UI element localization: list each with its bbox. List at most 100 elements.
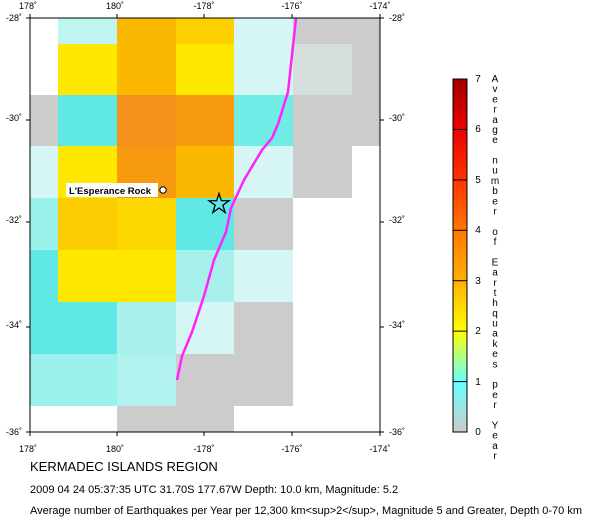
colorbar-title-letter: a [492,115,498,126]
colorbar-title-letter: n [492,156,498,167]
colorbar-title-letter: r [493,400,497,411]
colorbar-title-letter: a [492,329,498,340]
colorbar-segment [453,381,467,432]
colorbar-title-letter: e [492,94,498,105]
grid-cell [176,44,234,95]
grid-cell [293,302,352,354]
event-details: 2009 04 24 05:37:35 UTC 31.70S 177.67W D… [30,484,399,496]
grid-cell [58,406,117,432]
grid-cell [58,95,117,146]
grid-cell [117,250,176,302]
colorbar-tick-label: 6 [475,124,481,135]
grid-cell [176,302,234,354]
grid-cell [293,406,352,432]
grid-cell [352,44,380,95]
grid-cell [352,95,380,146]
grid-cell [58,198,117,250]
lat-tick-left-0: -28˚ [6,13,22,23]
grid-cell [352,198,380,250]
lat-tick-left-4: -36˚ [6,427,22,437]
grid-cell [58,354,117,406]
colorbar-title-letter: r [493,105,497,116]
grid-cell [293,250,352,302]
colorbar-tick-label: 2 [475,326,481,337]
grid-cell [58,250,117,302]
grid-cell [293,95,352,146]
plate-boundary-line [175,17,298,381]
colorbar-title-letter: a [492,441,498,452]
lon-tick-top-4: -174˚ [369,1,390,11]
map-ticks [26,14,384,436]
colorbar [452,78,468,433]
place-marker [159,186,167,194]
grid-cell [117,302,176,354]
lat-tick-right-4: -36˚ [389,427,405,437]
grid-cell [234,250,293,302]
grid-cell [234,354,293,406]
colorbar-tick-labels: 0 1 2 3 4 5 6 7 [475,74,481,438]
colorbar-title-letter: g [492,125,498,136]
grid-cell [176,95,234,146]
grid-cell [117,44,176,95]
colorbar-tick-label: 0 [475,427,481,438]
colorbar-tick-label: 3 [475,276,481,287]
place-label: L'Esperance Rock [69,186,152,197]
colorbar-title-letter: Y [492,420,499,431]
grid-cell [293,198,352,250]
colorbar-segment [453,230,467,281]
lon-tick-bottom-1: 180˚ [106,444,124,454]
colorbar-title-letter: e [492,349,498,360]
colorbar-title-letter: v [493,84,498,95]
place-label-box [66,183,158,197]
grid-cell [234,302,293,354]
colorbar-title-letter: m [491,176,499,187]
colorbar-segment [453,79,467,130]
grid-cell [30,198,58,250]
grid-cell [30,18,58,44]
grid-cell [234,44,293,95]
grid-cell [30,250,58,302]
grid-cell [176,18,234,44]
map-description: Average number of Earthquakes per Year p… [30,505,582,517]
grid-cell [352,18,380,44]
lat-tick-right-3: -34˚ [389,320,405,330]
colorbar-tick-label: 4 [475,225,481,236]
colorbar-title-letter: p [492,380,498,391]
grid-cell [234,146,293,198]
lon-tick-top-0: 178˚ [19,1,37,11]
grid-cell [352,302,380,354]
colorbar-title-letter: f [494,237,497,248]
grid-cell [30,406,58,432]
grid-cell [176,406,234,432]
grid-cell [352,250,380,302]
grid-cell [58,44,117,95]
colorbar-title-letter: s [493,359,498,370]
grid-cell [293,354,352,406]
colorbar-title-letter: b [492,186,498,197]
grid-cell [176,354,234,406]
lon-tick-bottom-2: -178˚ [193,444,214,454]
grid-cell [30,354,58,406]
colorbar-title-letter: r [493,278,497,289]
grid-cell [176,146,234,198]
grid-cell [117,95,176,146]
map-frame [29,17,381,433]
grid-cell [293,18,352,44]
colorbar-title-letter: h [492,298,498,309]
lat-tick-right-2: -32˚ [389,215,405,225]
colorbar-tick-label: 5 [475,175,481,186]
grid-cell [30,44,58,95]
colorbar-title-letter: e [492,196,498,207]
grid-cell [30,95,58,146]
grid-cell [176,198,234,250]
grid-cell [293,146,352,198]
grid-cell [234,198,293,250]
colorbar-title-letter: A [492,74,499,85]
colorbar-title-letter: q [492,308,498,319]
grid-cell [352,354,380,406]
grid-cell [293,44,352,95]
colorbar-title-letter: k [493,339,499,350]
grid-cell [234,406,293,432]
region-title: KERMADEC ISLANDS REGION [30,459,218,474]
